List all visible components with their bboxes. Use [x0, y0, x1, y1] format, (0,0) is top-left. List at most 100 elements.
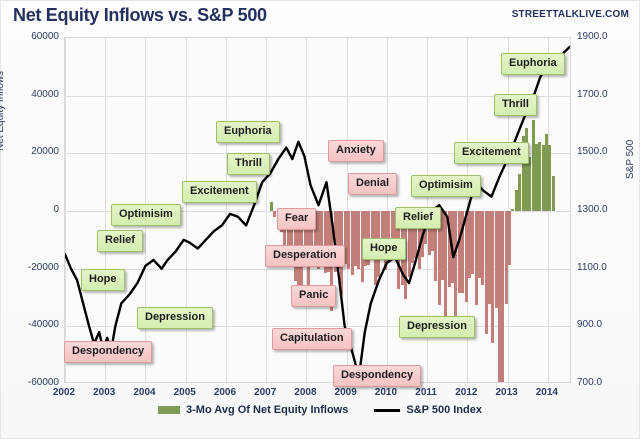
annotation-hope: Hope	[362, 238, 406, 260]
annotation-fear: Fear	[277, 208, 317, 230]
y-tick-label-left: -20000	[27, 261, 59, 273]
bar	[534, 144, 538, 211]
x-tick-label: 2013	[495, 387, 518, 398]
bar	[394, 211, 398, 256]
bar	[491, 211, 495, 344]
y-tick-label-right: 1700.0	[577, 88, 608, 100]
annotation-denial: Denial	[348, 173, 398, 195]
bar	[474, 211, 478, 305]
bar	[310, 211, 314, 257]
bar	[548, 145, 552, 211]
annotation-desperation: Desperation	[265, 245, 345, 267]
bar	[531, 120, 535, 211]
legend-item-bars: 3-Mo Avg Of Net Equity Inflows	[158, 404, 348, 416]
bar	[367, 211, 371, 265]
bar	[477, 211, 481, 278]
legend-label-bars: 3-Mo Avg Of Net Equity Inflows	[186, 404, 349, 416]
bar	[434, 211, 438, 282]
bar	[447, 211, 451, 287]
bar	[467, 211, 471, 279]
y-tick-label-right: 1100.0	[577, 261, 607, 273]
annotation-depression: Depression	[137, 307, 213, 329]
annotation-relief: Relief	[97, 230, 143, 252]
bar	[353, 211, 357, 267]
bar	[431, 211, 434, 251]
bar	[350, 211, 354, 275]
grid-line-vertical	[507, 38, 509, 382]
x-tick-label: 2008	[294, 387, 317, 398]
annotation-optimisim: Optimisim	[411, 175, 481, 197]
grid-line-horizontal	[65, 268, 570, 270]
grid-line-vertical	[547, 38, 549, 382]
bar	[501, 211, 505, 382]
legend-item-line: S&P 500 Index	[374, 404, 482, 416]
bar	[390, 211, 394, 255]
bar	[437, 211, 441, 306]
x-tick-label: 2002	[52, 387, 76, 398]
x-tick-label: 2012	[455, 387, 478, 398]
bar	[461, 211, 465, 294]
y-tick-label-left: 20000	[31, 146, 59, 158]
chart-title: Net Equity Inflows vs. S&P 500	[13, 5, 267, 25]
grid-line-horizontal	[65, 95, 570, 97]
y-tick-label-right: 1500.0	[577, 146, 608, 158]
bar	[518, 173, 522, 211]
grid-line-horizontal	[65, 326, 570, 328]
annotation-hope: Hope	[81, 269, 125, 291]
bar	[498, 211, 502, 382]
y-tick-label-left: 0	[53, 204, 59, 215]
x-tick-label: 2006	[213, 387, 237, 398]
annotation-capitulation: Capitulation	[272, 328, 352, 350]
y-tick-label-left: -60000	[27, 377, 59, 388]
y-tick-label-right: 700.0	[577, 377, 603, 388]
x-tick-label: 2005	[173, 387, 196, 398]
x-tick-label: 2004	[133, 387, 156, 398]
grid-line-vertical	[185, 38, 187, 382]
bar	[521, 136, 525, 211]
y-tick-label-right: 900.0	[577, 319, 603, 331]
bar	[323, 211, 327, 273]
annotation-thrill: Thrill	[494, 94, 537, 116]
bar	[494, 211, 498, 309]
bar	[524, 128, 528, 211]
bar	[313, 211, 317, 259]
bar	[270, 202, 274, 211]
grid-line-vertical	[346, 38, 348, 382]
bar	[303, 211, 307, 263]
bar	[417, 211, 421, 270]
y-tick-label-right: 1900.0	[577, 31, 608, 42]
bar	[464, 211, 468, 302]
bar	[481, 211, 485, 286]
x-tick-label: 2014	[535, 387, 558, 398]
y-tick-label-right: 1300.0	[577, 204, 608, 215]
bar	[488, 211, 491, 305]
x-tick-label: 2009	[334, 387, 357, 398]
grid-line-vertical	[105, 38, 107, 382]
grid-line-vertical	[65, 38, 66, 382]
bar	[273, 211, 277, 218]
bar	[514, 190, 518, 211]
bar	[441, 211, 445, 280]
x-tick-label: 2011	[415, 387, 437, 398]
annotation-anxiety: Anxiety	[328, 140, 384, 162]
brand-watermark: STREETTALKLIVE.COM	[511, 9, 629, 20]
bar	[538, 142, 542, 211]
x-tick-label: 2007	[254, 387, 277, 398]
bar	[471, 211, 475, 275]
bar	[444, 211, 448, 318]
y-axis-left-label: Net Equity Inflows	[0, 70, 6, 151]
bar	[320, 211, 324, 266]
chart-legend: 3-Mo Avg Of Net Equity Inflows S&P 500 I…	[1, 404, 639, 416]
grid-line-vertical	[225, 38, 227, 382]
annotation-euphoria: Euphoria	[216, 121, 280, 143]
bar	[327, 211, 331, 272]
bar	[404, 211, 408, 300]
bar	[484, 211, 488, 335]
y-tick-label-left: 60000	[31, 31, 59, 42]
green-bar-swatch-icon	[158, 406, 180, 414]
black-line-swatch-icon	[374, 408, 401, 412]
annotation-panic: Panic	[291, 285, 337, 307]
bar	[317, 211, 320, 269]
bar	[545, 133, 549, 211]
bar	[343, 211, 347, 264]
